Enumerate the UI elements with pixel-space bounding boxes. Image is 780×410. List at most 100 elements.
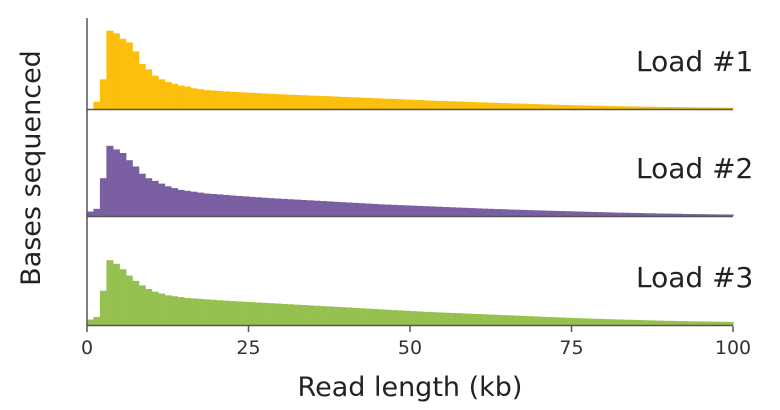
histogram-bar	[358, 308, 366, 325]
histogram-bar	[539, 316, 547, 325]
histogram-bar	[403, 205, 411, 216]
histogram-bar	[151, 75, 159, 109]
series-label: Load #3	[636, 261, 753, 294]
histogram-bar	[713, 107, 721, 109]
histogram-bar	[326, 96, 334, 109]
histogram-bar	[539, 210, 547, 216]
histogram-bar	[222, 194, 230, 216]
histogram-bar	[300, 95, 308, 109]
histogram-bar	[713, 214, 721, 216]
histogram-bar	[390, 310, 398, 325]
histogram-bar	[720, 321, 728, 325]
histogram-bar	[351, 97, 359, 109]
histogram-bar	[112, 263, 120, 325]
histogram-bar	[448, 312, 456, 325]
histogram-bar	[364, 97, 372, 109]
histogram-bar	[293, 94, 301, 109]
histogram-bar	[455, 101, 463, 109]
histogram-bar	[196, 89, 204, 109]
histogram-bar	[642, 320, 650, 325]
histogram-bar	[545, 316, 553, 325]
histogram-bar	[694, 321, 702, 325]
histogram-bar	[216, 194, 224, 216]
histogram-bar	[468, 208, 476, 216]
histogram-bar	[397, 205, 405, 216]
histogram-bar	[358, 97, 366, 109]
histogram-bar	[584, 318, 592, 325]
histogram-bar	[707, 214, 715, 216]
histogram-bar	[377, 98, 385, 109]
histogram-bar	[642, 106, 650, 109]
histogram-bar	[125, 160, 133, 216]
histogram-bar	[448, 101, 456, 109]
histogram-bar	[481, 314, 489, 325]
histogram-bar	[377, 309, 385, 325]
histogram-bar	[138, 285, 146, 325]
histogram-bar	[99, 290, 107, 325]
histogram-bar	[125, 275, 133, 325]
histogram-bar	[519, 315, 527, 325]
histogram-bar	[274, 198, 282, 216]
histogram-bar	[93, 101, 101, 109]
histogram-bar	[668, 320, 676, 325]
histogram-bar	[726, 321, 734, 325]
histogram-bar	[629, 212, 637, 216]
histogram-bar	[280, 94, 288, 109]
x-tick-label: 25	[236, 337, 260, 359]
histogram-bar	[545, 104, 553, 109]
histogram-bar	[384, 309, 392, 325]
x-tick-label: 75	[559, 337, 583, 359]
histogram-bar	[500, 315, 508, 325]
histogram-bar	[384, 204, 392, 216]
histogram-bar	[196, 298, 204, 325]
histogram-bar	[552, 104, 560, 109]
histogram-bar	[674, 213, 682, 216]
histogram-bar	[487, 314, 495, 325]
histogram-bar	[384, 98, 392, 109]
histogram-bar	[513, 315, 521, 325]
histogram-bar	[661, 106, 669, 109]
histogram-bar	[164, 82, 172, 109]
histogram-bar	[493, 314, 502, 325]
histogram-bar	[183, 190, 191, 216]
histogram-bar	[338, 307, 346, 325]
histogram-bar	[345, 202, 353, 216]
histogram-bar	[358, 203, 366, 216]
histogram-bar	[468, 313, 476, 325]
x-tick-label: 0	[81, 337, 93, 359]
histogram-bar	[603, 319, 611, 325]
histogram-bar	[170, 83, 179, 109]
histogram-bar	[661, 320, 669, 325]
histogram-bar	[410, 99, 418, 109]
histogram-bar	[216, 300, 224, 325]
histogram-bar	[616, 106, 624, 109]
histogram-bar	[119, 269, 127, 325]
histogram-bar	[674, 107, 682, 109]
histogram-bar	[242, 301, 250, 325]
histogram-bar	[164, 295, 172, 325]
histogram-bar	[170, 296, 179, 325]
histogram-bar	[209, 193, 217, 216]
histogram-bar	[267, 93, 275, 109]
histogram-bar	[700, 321, 708, 325]
histogram-bar	[164, 186, 172, 216]
histogram-bar	[313, 305, 321, 325]
histogram-bar	[584, 211, 592, 216]
histogram-bar	[119, 153, 127, 216]
histogram-bar	[216, 91, 224, 109]
histogram-bar	[584, 105, 592, 109]
histogram-bar	[410, 205, 418, 216]
histogram-bar	[558, 317, 566, 325]
histogram-bar	[455, 207, 463, 216]
histogram-bar	[519, 209, 527, 216]
histogram-bar	[681, 213, 689, 216]
histogram-bar	[435, 312, 443, 325]
histogram-bar	[177, 297, 185, 325]
histogram-bar	[610, 319, 618, 325]
histogram-bar	[338, 202, 346, 216]
histogram-bar	[629, 106, 637, 109]
histogram-bar	[229, 301, 237, 325]
histogram-bar	[416, 100, 424, 109]
histogram-bar	[552, 210, 560, 216]
histogram-bar	[506, 103, 514, 109]
